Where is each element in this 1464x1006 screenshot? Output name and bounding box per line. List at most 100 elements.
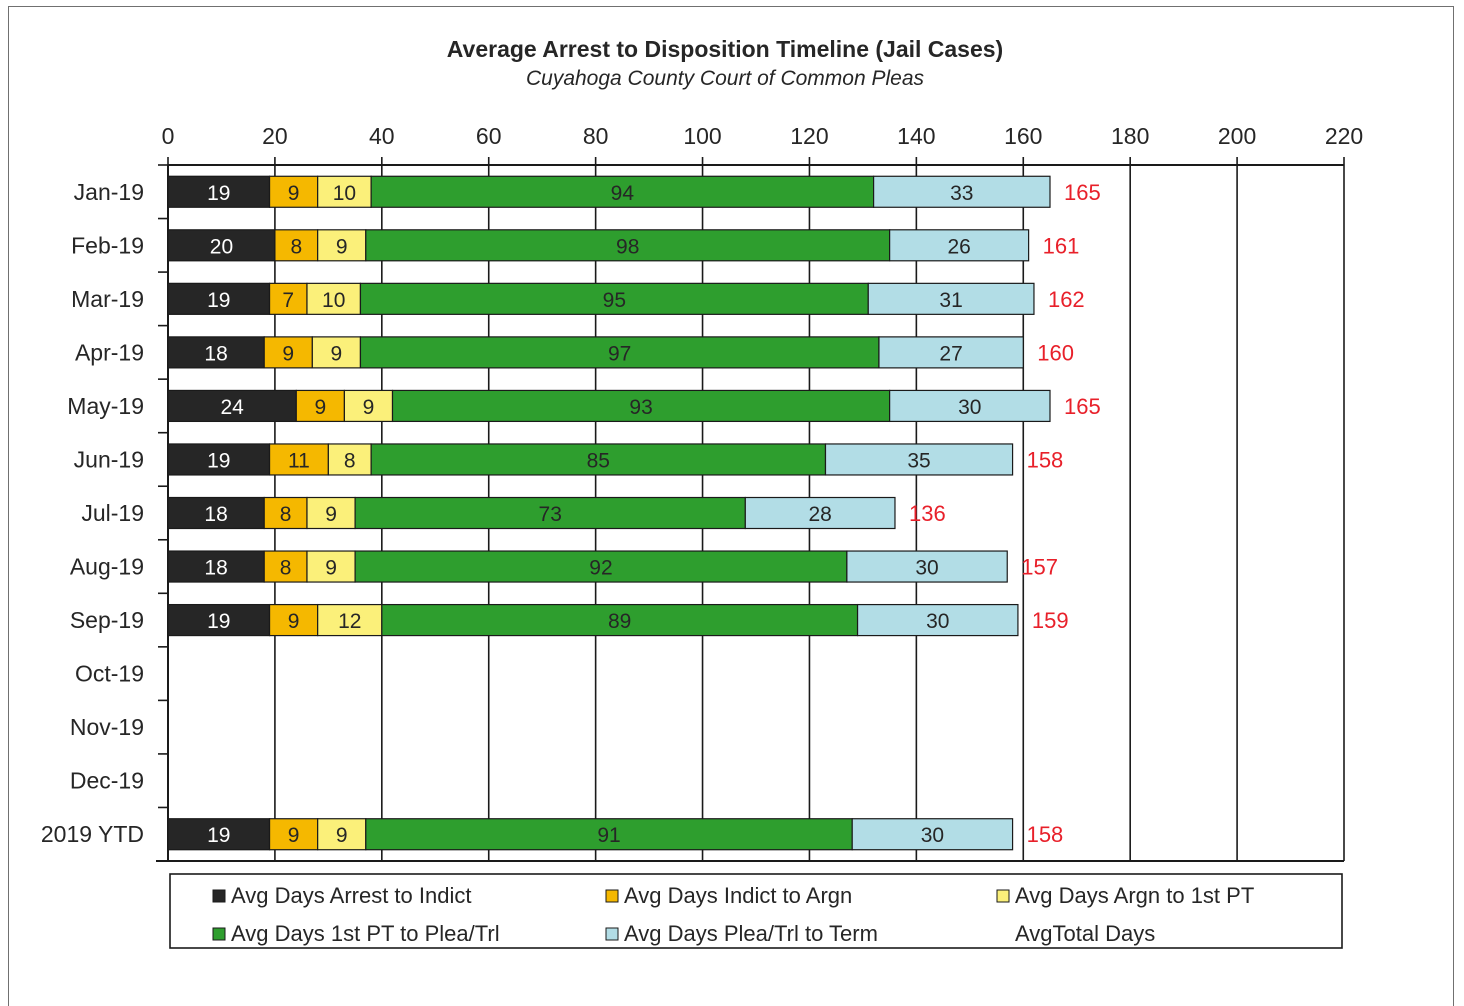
segment-value-label: 18 [204,503,227,526]
chart-frame [8,6,1454,1006]
segment-value-label: 9 [315,396,327,419]
segment-value-label: 10 [333,182,356,205]
segment-value-label: 85 [587,449,610,472]
segment-value-label: 19 [207,824,230,847]
bar-segment [824,443,1014,476]
segment-value-label: 9 [288,182,300,205]
segment-value-label: 8 [344,449,356,472]
total-value-label: 161 [1043,233,1080,258]
segment-value-label: 8 [280,503,292,526]
total-value-label: 162 [1048,287,1085,312]
legend-label: Avg Days Plea/Trl to Term [624,921,878,946]
bar-segment [317,818,367,851]
bar-segment [167,282,271,315]
segment-value-label: 19 [207,610,230,633]
bar-segment [381,603,859,637]
category-label: Apr-19 [75,339,144,365]
segment-value-label: 19 [207,289,230,312]
x-axis: 0 20 40 60 80 100 120 140 160 180 200 220 [156,123,1363,862]
bar-segment [167,496,265,530]
segment-value-label: 20 [210,235,233,258]
legend-swatch [212,927,226,941]
segment-value-label: 93 [629,396,652,419]
bar-segment [365,818,853,851]
chart-subtitle: Cuyahoga County Court of Common Pleas [526,67,925,90]
chart-title: Average Arrest to Disposition Timeline (… [447,36,1003,62]
category-label: May-19 [67,393,144,419]
legend-swatch [212,889,226,903]
segment-value-label: 8 [290,235,302,258]
segment-value-label: 35 [907,449,930,472]
total-value-label: 158 [1027,822,1064,847]
x-tick-label: 200 [1218,123,1256,149]
segment-value-label: 9 [288,824,300,847]
segment-value-label: 9 [363,396,375,419]
bar-segment [317,229,367,262]
segment-value-label: 33 [950,182,973,205]
bar-segment [354,550,848,583]
bar-segment [889,229,1030,262]
category-label: Jun-19 [74,446,144,472]
bar-segment [268,443,329,476]
bar-segment [295,389,346,423]
category-label: 2019 YTD [41,821,144,847]
category-label: Nov-19 [70,714,144,740]
legend: Avg Days Arrest to Indict Avg Days Indict… [169,873,1343,949]
segment-value-label: 89 [608,610,631,633]
segment-value-label: 95 [603,289,626,312]
segment-value-label: 19 [207,449,230,472]
bar-segment [327,443,372,476]
y-axis: Jan-19 Feb-19 Mar-19 Apr-19 May-19 Jun-19 Jul-… [41,164,169,862]
x-tick-label: 160 [1004,123,1042,149]
bar-segment [167,603,271,637]
segment-value-label: 97 [608,342,631,365]
segment-value-label: 9 [288,610,300,633]
bar-segment [317,603,383,637]
bar-segment [370,175,875,208]
bar-segment [306,496,356,530]
segment-value-label: 30 [926,610,949,633]
legend-label: Avg Days Arrest to Indict [231,883,471,908]
bar-segment [856,603,1019,637]
segment-value-label: 98 [616,235,639,258]
segment-value-label: 11 [288,449,310,472]
segment-value-label: 8 [280,557,292,580]
x-tick-label: 120 [790,123,828,149]
bar-segment [359,282,869,315]
category-label: Aug-19 [70,554,144,580]
legend-label: Avg Days Indict to Argn [624,883,852,908]
legend-box [169,873,1343,949]
bar-segment [167,336,265,369]
segment-value-label: 19 [207,182,230,205]
bar-segment [391,389,891,423]
legend-label: AvgTotal Days [1015,921,1155,946]
bar-segment [167,550,265,583]
segment-value-label: 18 [204,557,227,580]
bar-segment [263,550,308,583]
x-tick-label: 40 [369,123,395,149]
legend-swatch [996,889,1010,903]
category-label: Dec-19 [70,768,144,794]
bar-segment [872,175,1051,208]
bar-segment [167,818,271,851]
segment-value-label: 9 [336,235,348,258]
category-label: Jul-19 [81,500,144,526]
bar-segment [343,389,394,423]
segment-value-label: 94 [611,182,635,205]
segment-value-label: 28 [808,503,831,526]
segment-value-label: 30 [921,824,944,847]
segment-value-label: 27 [939,342,962,365]
total-value-label: 165 [1064,394,1101,419]
segment-value-label: 92 [589,557,612,580]
x-tick-label: 80 [583,123,609,149]
bar-segment [846,550,1008,583]
segment-value-label: 12 [338,610,361,633]
bar-segment [268,818,319,851]
category-label: Mar-19 [71,286,144,312]
total-value-label: 136 [909,501,946,526]
bar-segment [889,389,1051,423]
x-tick-label: 140 [897,123,935,149]
segment-value-label: 31 [939,289,962,312]
